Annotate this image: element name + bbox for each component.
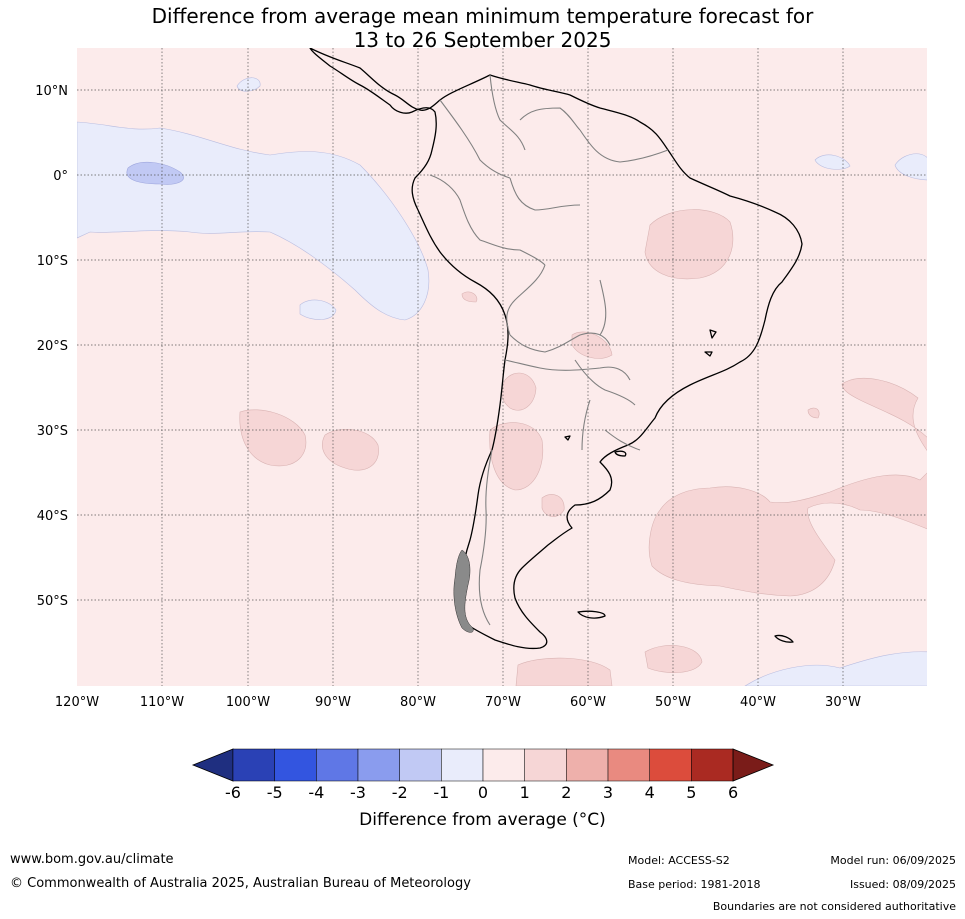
lon-label-9: 40°W <box>740 695 776 710</box>
footer-disclaimer: Boundaries are not considered authoritat… <box>712 900 956 913</box>
footer-base-period: Base period: 1981-2018 <box>628 878 761 891</box>
colorbar-segment <box>441 748 484 782</box>
contour-cool-south <box>744 651 927 686</box>
lon-label-4: 90°W <box>315 695 351 710</box>
colorbar-tick-label: 6 <box>728 783 738 802</box>
contour-warm-argentina-2 <box>489 422 544 491</box>
colorbar-tick-label: 4 <box>645 783 655 802</box>
colorbar-tick-label: 0 <box>478 783 488 802</box>
contour-cool-core <box>126 161 184 185</box>
coastlines <box>309 48 803 650</box>
lat-label-2: 0° <box>53 169 68 184</box>
lat-label-1: 10°N <box>35 84 68 99</box>
colorbar-tick-label: 1 <box>520 783 530 802</box>
lat-label-4: 20°S <box>37 339 68 354</box>
lon-label-2: 110°W <box>140 695 184 710</box>
lon-label-6: 70°W <box>485 695 521 710</box>
colorbar-tick-label: -5 <box>267 783 283 802</box>
contour-warm-small-2 <box>807 407 820 419</box>
lat-label-5: 30°S <box>37 424 68 439</box>
latitude-labels: 10°N 0° 10°S 20°S 30°S 40°S 50°S <box>35 84 68 609</box>
contour-cool-small-4 <box>894 153 927 181</box>
colorbar-segment <box>524 748 567 782</box>
colorbar-segment <box>691 748 734 782</box>
colorbar-segment <box>482 748 525 782</box>
lon-label-1: 120°W <box>55 695 99 710</box>
colorbar-tick-label: -2 <box>392 783 408 802</box>
title-line-1: Difference from average mean minimum tem… <box>151 4 814 28</box>
contour-warm-pacific-2 <box>322 429 379 471</box>
colorbar-tick-label: 5 <box>686 783 696 802</box>
colorbar-segment <box>274 748 317 782</box>
colorbar-label: Difference from average (°C) <box>359 810 606 830</box>
colorbar-segment <box>566 748 609 782</box>
map-title: Difference from average mean minimum tem… <box>0 4 965 52</box>
colorbar-ticks: -6 -5 -4 -3 -2 -1 0 1 2 3 4 5 6 <box>225 783 738 802</box>
colorbar-tick-label: -3 <box>350 783 366 802</box>
lat-label-7: 50°S <box>37 594 68 609</box>
footer-copyright: © Commonwealth of Australia 2025, Austra… <box>10 876 471 891</box>
contour-warm-brazil <box>644 209 734 280</box>
southern-chile-islands <box>453 549 474 633</box>
anomaly-contours <box>77 77 927 686</box>
colorbar-arrow-high <box>732 748 775 782</box>
contour-cool-small-2 <box>236 77 261 92</box>
contour-cool-small-3 <box>814 154 851 170</box>
footer-issued: Issued: 08/09/2025 <box>849 878 956 891</box>
contour-warm-pacific-1 <box>239 409 307 467</box>
lon-label-7: 60°W <box>570 695 606 710</box>
lon-label-5: 80°W <box>400 695 436 710</box>
longitude-labels: 120°W 110°W 100°W 90°W 80°W 70°W 60°W 50… <box>55 695 861 710</box>
colorbar-segment <box>607 748 650 782</box>
colorbar-segment <box>357 748 400 782</box>
graticule <box>77 48 927 686</box>
colorbar-tick-label: 3 <box>603 783 613 802</box>
colorbar-tick-label: -4 <box>308 783 324 802</box>
colorbar-tick-label: -1 <box>433 783 449 802</box>
footer-model: Model: ACCESS-S2 <box>628 854 730 867</box>
colorbar-segment <box>399 748 442 782</box>
colorbar-segment <box>316 748 359 782</box>
lon-label-10: 30°W <box>825 695 861 710</box>
contour-warm-argentina-3 <box>541 494 565 517</box>
contour-warm-south-atlantic <box>648 378 927 597</box>
colorbar <box>191 748 775 782</box>
colorbar-arrow-low <box>191 748 234 782</box>
lon-label-3: 100°W <box>226 695 270 710</box>
colorbar-tick-label: -6 <box>225 783 241 802</box>
colorbar-segment <box>232 748 275 782</box>
country-borders <box>429 74 669 626</box>
lat-label-6: 40°S <box>37 509 68 524</box>
lon-label-8: 50°W <box>655 695 691 710</box>
colorbar-segment <box>649 748 692 782</box>
contour-cool-small-1 <box>299 299 337 320</box>
footer-website[interactable]: www.bom.gov.au/climate <box>10 852 174 867</box>
lat-label-3: 10°S <box>37 254 68 269</box>
colorbar-tick-label: 2 <box>561 783 571 802</box>
contour-warm-small-1 <box>461 291 478 303</box>
contour-warm-drake-1 <box>644 645 703 673</box>
footer-model-run: Model run: 06/09/2025 <box>830 854 956 867</box>
